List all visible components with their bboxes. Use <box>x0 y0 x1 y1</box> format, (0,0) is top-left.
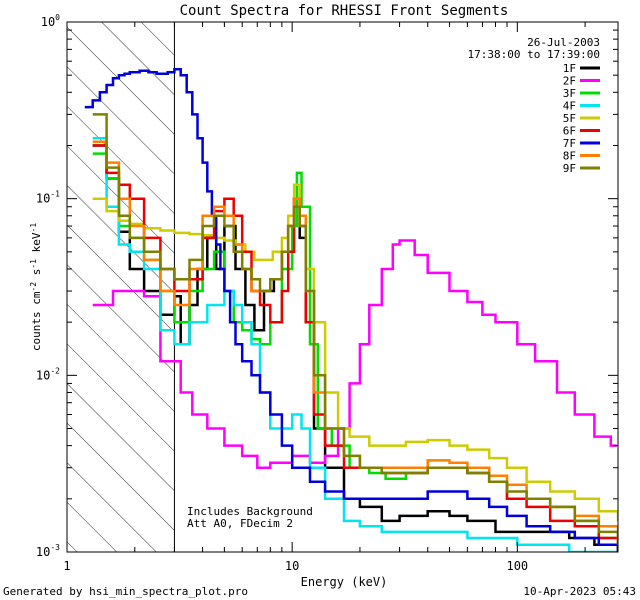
timestamp-footer: 10-Apr-2023 05:43 <box>523 585 636 598</box>
legend-label-4f: 4F <box>563 100 576 113</box>
x-axis-label: Energy (keV) <box>301 575 388 589</box>
series-line-9f <box>92 113 618 545</box>
legend-label-2f: 2F <box>563 75 576 88</box>
hatched-region <box>66 21 175 553</box>
generated-by-footer: Generated by hsi_min_spectra_plot.pro <box>3 585 248 598</box>
x-tick-label: 10 <box>285 559 299 573</box>
plot-frame <box>66 21 619 553</box>
y-tick-labels: 100 10-1 10-2 10-3 <box>36 13 60 559</box>
y-tick-label: 100 <box>41 13 60 29</box>
y-tick-label: 10-1 <box>36 190 60 206</box>
legend-label-8f: 8F <box>563 150 576 163</box>
date-label: 26-Jul-2003 <box>527 36 600 49</box>
legend-label-5f: 5F <box>563 112 576 125</box>
annotation-attenuator: Att A0, FDecim 2 <box>187 517 293 530</box>
annotation-background: Includes Background <box>187 505 313 518</box>
x-tick-label: 100 <box>506 559 528 573</box>
x-tick-labels: 1 10 100 <box>63 559 528 573</box>
legend-label-1f: 1F <box>563 62 576 75</box>
series-line-2f <box>92 239 617 469</box>
series-lines <box>84 68 618 552</box>
y-axis-label: counts cm-2 s-1 keV-1 <box>29 223 44 351</box>
chart-title: Count Spectra for RHESSI Front Segments <box>180 3 509 19</box>
y-tick-label: 10-3 <box>36 543 60 559</box>
y-tick-label: 10-2 <box>36 366 60 382</box>
series-line-7f <box>84 68 618 552</box>
series-line-5f <box>92 183 618 521</box>
legend-label-9f: 9F <box>563 162 576 175</box>
x-tick-label: 1 <box>63 559 70 573</box>
time-range-label: 17:38:00 to 17:39:00 <box>468 48 600 61</box>
legend-label-6f: 6F <box>563 125 576 138</box>
axis-ticks <box>66 21 618 553</box>
legend-label-3f: 3F <box>563 87 576 100</box>
legend-label-7f: 7F <box>563 137 576 150</box>
